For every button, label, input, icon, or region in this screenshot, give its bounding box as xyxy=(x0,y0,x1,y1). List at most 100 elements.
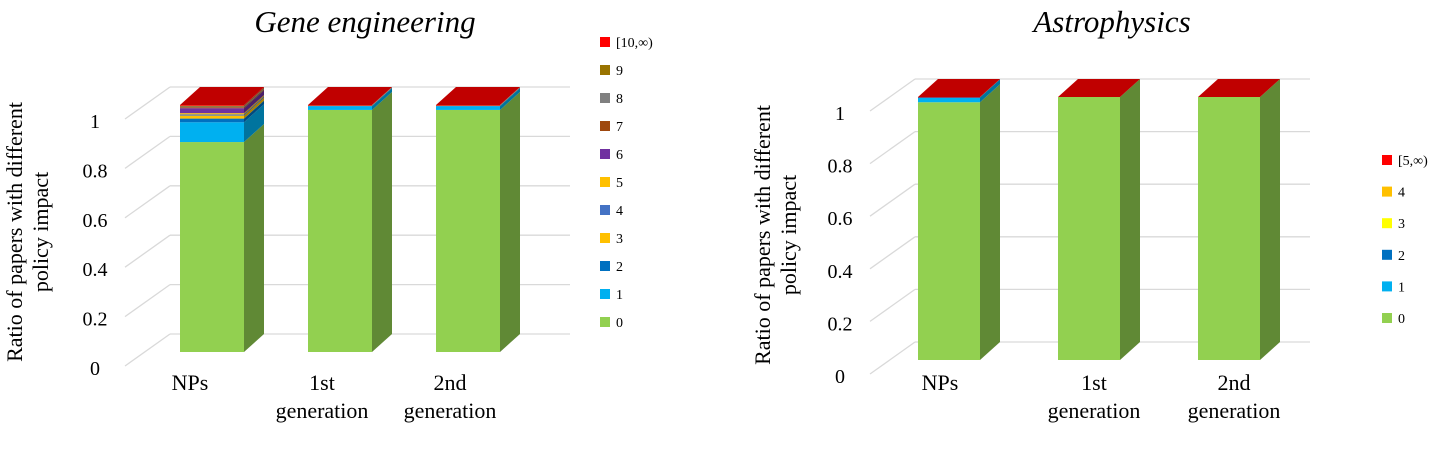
bar-side-0 xyxy=(1120,79,1140,360)
bar-side-4 xyxy=(372,87,392,106)
legend-label: [5,∞) xyxy=(1398,154,1428,169)
gridline-diagonal xyxy=(869,131,916,165)
bar-side-[10,∞) xyxy=(372,87,392,106)
bar-side-2 xyxy=(500,87,520,107)
bar-top xyxy=(180,87,264,105)
legend-label: [10,∞) xyxy=(616,36,653,51)
bar-top xyxy=(918,79,1000,97)
legend-label: 2 xyxy=(616,260,623,275)
gridline-diagonal xyxy=(869,288,916,322)
legend-label: 9 xyxy=(616,64,623,79)
legend-label: 2 xyxy=(1398,249,1405,264)
y-tick-label: 0.8 xyxy=(828,156,853,178)
gridline-diagonal xyxy=(124,234,171,268)
legend-label: 3 xyxy=(1398,217,1405,232)
bar-top xyxy=(436,87,520,105)
gridline-diagonal xyxy=(124,284,171,318)
bar-segment-4 xyxy=(180,114,244,116)
y-tick-label: 0.6 xyxy=(828,208,853,230)
bar-segment-1 xyxy=(180,122,244,143)
bar-side-0 xyxy=(980,84,1000,360)
bar-segment-2 xyxy=(180,118,244,123)
bar-side-[5,∞) xyxy=(980,79,1000,98)
bar-segment-1 xyxy=(918,97,980,103)
bar-side-1 xyxy=(372,88,392,110)
bar-top xyxy=(1058,79,1140,97)
legend-label: 5 xyxy=(616,176,623,191)
legend-label: 4 xyxy=(1398,186,1405,201)
legend-swatch xyxy=(600,289,610,299)
y-tick-label: 0.2 xyxy=(83,309,108,331)
gridline-diagonal xyxy=(869,183,916,217)
legend-swatch xyxy=(600,65,610,75)
bar-side-0 xyxy=(372,91,392,352)
legend-label: 6 xyxy=(616,148,623,163)
legend-label: 3 xyxy=(616,232,623,247)
bar-top xyxy=(308,87,392,105)
bar-side-1 xyxy=(244,104,264,143)
bar-side-[10,∞) xyxy=(244,87,264,106)
legend-swatch xyxy=(1382,218,1392,229)
y-tick-label: 0 xyxy=(90,358,100,380)
bar-side-0 xyxy=(500,91,520,352)
bar-side-5 xyxy=(372,87,392,106)
legend-swatch xyxy=(600,317,610,327)
x-tick-label: NPs xyxy=(172,370,209,395)
legend-swatch xyxy=(1382,313,1392,323)
bar-side-3 xyxy=(244,97,264,119)
legend-label: 7 xyxy=(616,120,623,135)
legend-label: 1 xyxy=(1398,280,1405,295)
y-axis-label: Ratio of papers with differentpolicy imp… xyxy=(2,102,53,362)
bar-segment-0 xyxy=(180,142,244,352)
bar-side-2 xyxy=(980,79,1000,98)
legend-label: 8 xyxy=(616,92,623,107)
bar-segment-[10,∞) xyxy=(436,105,500,106)
bar-side-6 xyxy=(244,90,264,114)
bar-side-3 xyxy=(500,87,520,106)
chart-title: Gene engineering xyxy=(254,4,475,39)
legend-swatch xyxy=(600,149,610,159)
y-tick-label: 0.8 xyxy=(83,160,108,182)
gridline-diagonal xyxy=(124,135,171,169)
legend-swatch xyxy=(1382,186,1392,197)
y-tick-label: 1 xyxy=(835,103,845,125)
bar-side-2 xyxy=(244,100,264,123)
bar-segment-0 xyxy=(1198,97,1260,360)
bar-side-4 xyxy=(500,87,520,106)
bar-segment-7 xyxy=(180,107,244,109)
legend-swatch xyxy=(600,121,610,131)
legend-swatch xyxy=(600,205,610,215)
legend-swatch xyxy=(600,93,610,103)
legend-swatch xyxy=(600,261,610,271)
bar-side-3 xyxy=(372,87,392,106)
legend-swatch xyxy=(1382,281,1392,292)
bar-side-9 xyxy=(244,87,264,107)
gridline-diagonal xyxy=(869,78,916,112)
bar-segment-1 xyxy=(308,106,372,110)
bar-side-4 xyxy=(244,96,264,116)
bar-segment-5 xyxy=(180,113,244,115)
bar-side-0 xyxy=(244,124,264,352)
legend-label: 0 xyxy=(616,316,623,331)
bar-segment-0 xyxy=(1058,97,1120,360)
bar-segment-0 xyxy=(308,109,372,352)
bar-segment-3 xyxy=(180,115,244,119)
x-tick-label: 2nd generation xyxy=(404,370,497,423)
bar-side-[10,∞) xyxy=(500,87,520,106)
gridline-diagonal xyxy=(869,236,916,270)
legend-label: 4 xyxy=(616,204,623,219)
bar-segment-0 xyxy=(436,109,500,352)
legend-swatch xyxy=(600,37,610,47)
bar-segment-[5,∞) xyxy=(918,97,980,98)
y-tick-label: 1 xyxy=(90,111,100,133)
bar-side-1 xyxy=(980,79,1000,103)
bar-segment-2 xyxy=(918,97,980,98)
bar-top xyxy=(1198,79,1280,97)
bar-side-2 xyxy=(372,87,392,107)
legend-swatch xyxy=(600,177,610,187)
bar-side-1 xyxy=(500,88,520,110)
bar-side-6 xyxy=(500,87,520,106)
y-axis-label: Ratio of papers with differentpolicy imp… xyxy=(750,105,801,365)
